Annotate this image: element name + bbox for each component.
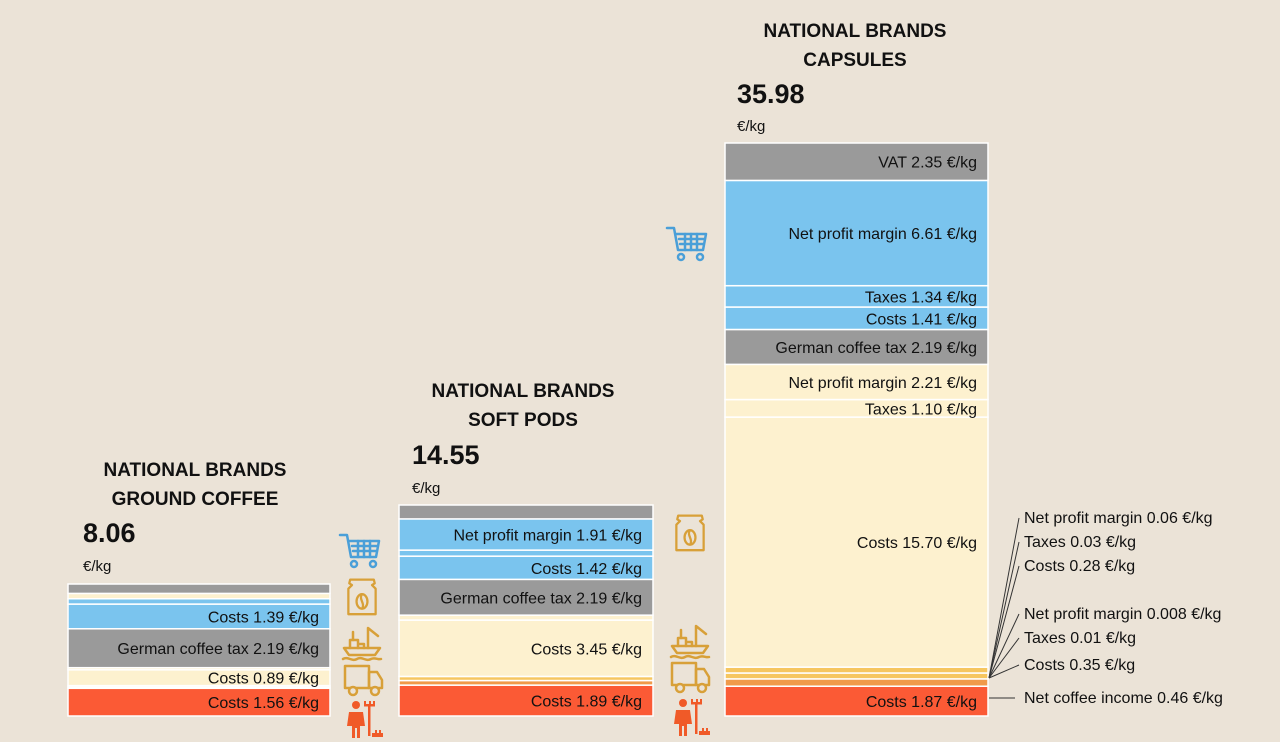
segment-label: Costs 0.89 €/kg [208,671,319,688]
annotation-label: Taxes 0.01 €/kg [1024,630,1136,647]
leader-line [988,637,1020,679]
total-value-ground-coffee: 8.06 [83,518,136,548]
leader-line [988,613,1020,679]
bars-group: Costs 1.56 €/kg Costs 0.89 €/kg German cof… [67,142,989,717]
title-line-1: NATIONAL BRANDS [103,460,287,481]
segment-label: Costs 1.42 €/kg [531,561,642,578]
title-line-1: NATIONAL BRANDS [763,21,947,42]
bar-segment [67,592,331,600]
bar-segment [724,363,989,401]
stacked-bar-2: Costs 1.87 €/kg Costs 15.70 €/kg Taxes 1.1… [724,142,989,717]
total-value-soft-pods: 14.55 [412,440,480,470]
cargo-ship-icon [341,626,383,662]
segment-label: German coffee tax 2.19 €/kg [440,590,642,607]
leader-line [988,517,1020,679]
segment-label: Costs 15.70 €/kg [857,535,977,552]
bar-segment [398,578,654,616]
title-line-2: SOFT PODS [468,410,578,431]
segment-label: Taxes 1.34 €/kg [865,289,977,306]
delivery-truck-icon [343,664,384,697]
shopping-cart-icon [665,226,708,262]
bar-segment [724,666,989,674]
shopping-cart-icon [338,533,381,569]
segment-label: Costs 1.41 €/kg [866,311,977,328]
bar-segment [67,583,331,595]
annotation-label: Taxes 0.03 €/kg [1024,534,1136,551]
annotation-label: Net coffee income 0.46 €/kg [1024,690,1223,707]
bar-segment [724,672,989,680]
total-unit-soft-pods: €/kg [412,480,441,497]
bar-segment [67,597,331,605]
leader-line [988,664,1020,679]
segment-label: Costs 1.56 €/kg [208,695,319,712]
stacked-bar-1: Costs 1.89 €/kg Costs 3.45 €/kg German cof… [398,504,654,717]
segment-label: Costs 1.87 €/kg [866,694,977,711]
cargo-ship-icon [669,624,711,660]
bar-segment [398,549,654,557]
annotation-label: Net profit margin 0.06 €/kg [1024,510,1213,527]
title-line-2: CAPSULES [803,50,907,71]
bar-segment [67,628,331,669]
bar-segment [724,179,989,287]
annotation-label: Costs 0.35 €/kg [1024,657,1135,674]
leader-line [988,541,1020,679]
bar-segment [724,328,989,366]
farmer-icon [674,699,710,736]
segment-label: Costs 1.39 €/kg [208,609,319,626]
annotation-label: Net profit margin 0.008 €/kg [1024,606,1221,623]
chart-title-ground-coffee: NATIONAL BRANDS GROUND COFFEE [45,456,345,514]
total-value-capsules: 35.98 [737,79,805,109]
segment-label: VAT 2.35 €/kg [878,155,977,172]
title-line-1: NATIONAL BRANDS [431,381,615,402]
bar-segment [67,603,331,630]
annotation-labels: Net profit margin 0.06 €/kg Taxes 0.03 €/… [1024,510,1223,707]
segment-label: Costs 1.89 €/kg [531,694,642,711]
delivery-truck-icon [670,661,711,694]
bar-segment [724,678,989,687]
bar-segment [724,142,989,182]
chart-title-soft-pods: NATIONAL BRANDS SOFT PODS [373,377,673,435]
total-unit-capsules: €/kg [737,118,766,135]
annotation-leaders [988,517,1020,699]
segment-label: Costs 3.45 €/kg [531,641,642,658]
leader-line [988,565,1020,679]
stacked-bar-0: Costs 1.56 €/kg Costs 0.89 €/kg German cof… [67,583,331,717]
annotation-label: Costs 0.28 €/kg [1024,558,1135,575]
segment-label: Net profit margin 2.21 €/kg [788,375,977,392]
farmer-icon [347,701,383,738]
segment-label: German coffee tax 2.19 €/kg [117,641,319,658]
bar-segment [398,504,654,520]
coffee-bag-icon [675,514,705,552]
bar-segment [67,687,331,717]
segment-label: Net profit margin 6.61 €/kg [788,226,977,243]
title-line-2: GROUND COFFEE [111,489,279,510]
coffee-bag-icon [347,578,377,616]
segment-label: Net profit margin 1.91 €/kg [453,528,642,545]
segment-label: Taxes 1.10 €/kg [865,401,977,418]
segment-label: German coffee tax 2.19 €/kg [775,340,977,357]
bar-segment [398,518,654,551]
bar-segment [724,685,989,717]
chart-title-capsules: NATIONAL BRANDS CAPSULES [705,17,1005,75]
bar-segment [724,416,989,668]
total-unit-ground-coffee: €/kg [83,558,112,575]
